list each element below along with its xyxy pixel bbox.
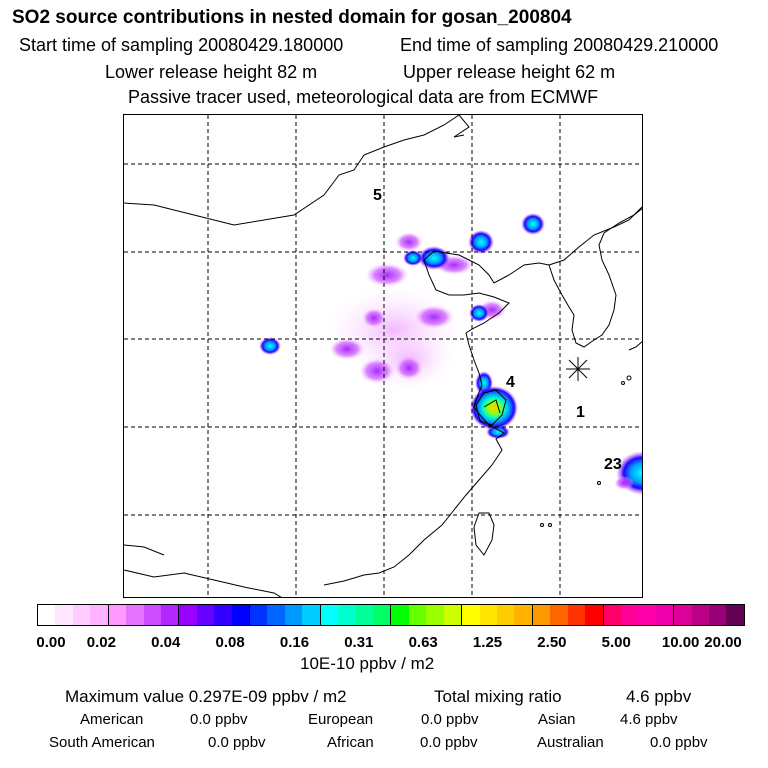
- european-value: 0.0 ppbv: [421, 711, 479, 728]
- colorbar-segment: [408, 605, 427, 625]
- colorbar-segment: [214, 605, 232, 625]
- african-label: African: [327, 734, 374, 751]
- asian-value: 4.6 ppbv: [620, 711, 678, 728]
- australian-label: Australian: [537, 734, 604, 751]
- tracer-note: Passive tracer used, meteorological data…: [128, 87, 599, 107]
- colorbar-segment: [603, 605, 621, 625]
- colorbar-segment: [726, 605, 744, 625]
- total-mixing-value: 4.6 ppbv: [626, 687, 692, 706]
- edge-plume: [614, 451, 642, 495]
- colorbar-segment: [479, 605, 497, 625]
- colorbar-segment: [108, 605, 127, 625]
- colorbar-segment: [90, 605, 109, 625]
- upper-release-label: Upper release height 62 m: [403, 62, 616, 82]
- source-label-4: 4: [506, 374, 515, 391]
- australian-value: 0.0 ppbv: [650, 734, 708, 751]
- map-title: SO2 source contributions in nested domai…: [12, 7, 572, 28]
- african-value: 0.0 ppbv: [420, 734, 478, 751]
- map-panel: 5 4 1 23: [123, 114, 643, 598]
- colorbar-segment: [355, 605, 374, 625]
- receptor-marker: [566, 357, 590, 381]
- colorbar-segment: [462, 605, 480, 625]
- colorbar-tick-label: 1.25: [472, 634, 503, 651]
- colorbar-segment: [267, 605, 285, 625]
- max-value: Maximum value 0.297E-09 ppbv / m2: [65, 687, 347, 706]
- colorbar-segment: [620, 605, 639, 625]
- colorbar-segment: [231, 605, 251, 625]
- american-label: American: [80, 711, 144, 728]
- south-american-value: 0.0 ppbv: [208, 734, 266, 751]
- colorbar-tick-label: 0.08: [215, 634, 245, 651]
- colorbar-tick-label: 0.02: [86, 634, 116, 651]
- coastlines: [124, 115, 642, 597]
- map-canvas: [124, 115, 642, 597]
- source-label-1: 1: [576, 404, 585, 421]
- colorbar-segment: [55, 605, 73, 625]
- total-mixing-label: Total mixing ratio: [434, 687, 562, 706]
- colorbar-segment: [179, 605, 197, 625]
- american-value: 0.0 ppbv: [190, 711, 248, 728]
- colorbar-segment: [638, 605, 656, 625]
- colorbar-segment: [338, 605, 356, 625]
- start-time-label: Start time of sampling 20080429.180000: [19, 35, 344, 55]
- colorbar-segment: [391, 605, 409, 625]
- colorbar-segment: [567, 605, 586, 625]
- hotspot-plume: [470, 386, 518, 430]
- colorbar-segment: [496, 605, 515, 625]
- colorbar-segment: [196, 605, 215, 625]
- colorbar-tick-label: 0.31: [344, 634, 374, 651]
- colorbar-tick-label: 10.00: [661, 634, 700, 651]
- colorbar-segment: [674, 605, 692, 625]
- colorbar-tick-label: 2.50: [537, 634, 567, 651]
- european-label: European: [308, 711, 374, 728]
- colorbar-tick-label: 20.00: [704, 634, 742, 651]
- colorbar: [37, 604, 745, 626]
- colorbar-segment: [373, 605, 392, 625]
- hotspot-contour: [475, 389, 507, 426]
- lower-release-label: Lower release height 82 m: [105, 62, 318, 82]
- colorbar-tick-label: 0.00: [36, 634, 66, 651]
- source-label-23: 23: [604, 456, 622, 473]
- colorbar-tick-label: 5.00: [601, 634, 631, 651]
- colorbar-segment: [532, 605, 551, 625]
- colorbar-segment: [691, 605, 710, 625]
- colorbar-tick-label: 0.16: [279, 634, 310, 651]
- colorbar-segment: [709, 605, 727, 625]
- colorbar-segment: [514, 605, 533, 625]
- asian-label: Asian: [538, 711, 576, 728]
- colorbar-tick-label: 0.04: [151, 634, 181, 651]
- south-american-label: South American: [49, 734, 155, 751]
- colorbar-segment: [302, 605, 321, 625]
- colorbar-segment: [160, 605, 180, 625]
- lat-lon-grid: [124, 115, 642, 597]
- source-label-5: 5: [373, 187, 382, 204]
- colorbar-segment: [585, 605, 604, 625]
- colorbar-segment: [655, 605, 675, 625]
- colorbar-segment: [126, 605, 144, 625]
- end-time-label: End time of sampling 20080429.210000: [400, 35, 719, 55]
- colorbar-segment: [426, 605, 444, 625]
- colorbar-segment: [143, 605, 161, 625]
- colorbar-segment: [72, 605, 91, 625]
- colorbar-segment: [38, 605, 56, 625]
- colorbar-segment: [320, 605, 339, 625]
- colorbar-segment: [550, 605, 568, 625]
- colorbar-segment: [250, 605, 268, 625]
- colorbar-unit: 10E-10 ppbv / m2: [300, 654, 435, 673]
- colorbar-segment: [284, 605, 303, 625]
- colorbar-tick-label: 0.63: [408, 634, 438, 651]
- colorbar-segment: [443, 605, 463, 625]
